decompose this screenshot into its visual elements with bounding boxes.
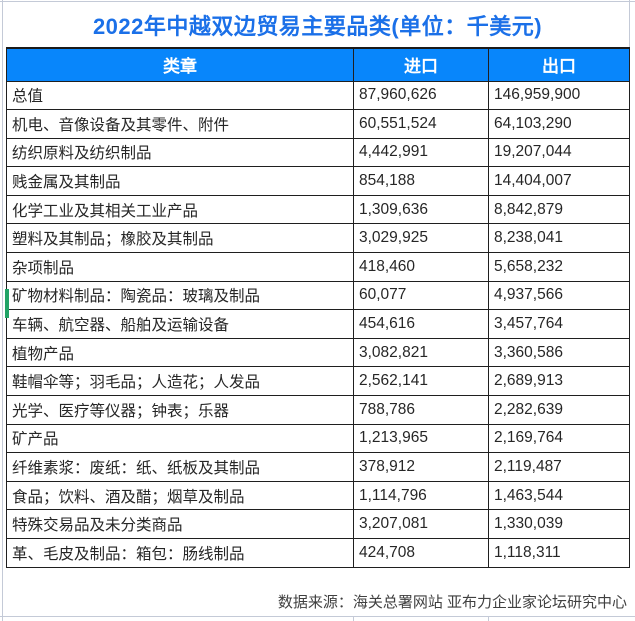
export-cell: 1,330,039 (488, 509, 630, 539)
category-cell: 特殊交易品及未分类商品 (6, 509, 354, 539)
export-cell: 146,959,900 (488, 80, 630, 111)
category-cell: 纺织原料及纺织制品 (6, 137, 354, 168)
import-cell: 854,188 (353, 166, 489, 196)
table-row: 食品；饮料、酒及醋；烟草及制品 1,114,796 1,463,544 (6, 480, 630, 511)
export-cell: 4,937,566 (488, 280, 630, 311)
table-row: 车辆、航空器、船舶及运输设备 454,616 3,457,764 (6, 309, 630, 339)
sheet-gridline (488, 616, 489, 621)
export-cell: 3,457,764 (488, 309, 630, 339)
export-cell: 8,238,041 (488, 223, 630, 254)
export-cell: 8,842,879 (488, 194, 630, 225)
table-row: 纤维素浆：废纸：纸、纸板及其制品 378,912 2,119,487 (6, 452, 630, 482)
table-row: 纺织原料及纺织制品 4,442,991 19,207,044 (6, 137, 630, 168)
page-title: 2022年中越双边贸易主要品类(单位：千美元) (92, 13, 543, 39)
import-cell: 60,551,524 (353, 109, 489, 139)
category-cell: 革、毛皮及制品：箱包：肠线制品 (6, 538, 354, 568)
export-cell: 2,282,639 (488, 395, 630, 425)
category-cell: 杂项制品 (6, 252, 354, 282)
export-cell: 1,118,311 (488, 538, 630, 568)
export-cell: 3,360,586 (488, 337, 630, 368)
category-cell: 贱金属及其制品 (6, 166, 354, 196)
import-cell: 3,207,081 (353, 509, 489, 539)
trade-table: 类章 进口 出口 总值 87,960,626 146,959,900 机电、音像设备… (6, 47, 630, 568)
table-row: 贱金属及其制品 854,188 14,404,007 (6, 166, 630, 196)
export-cell: 2,119,487 (488, 452, 630, 482)
import-cell: 418,460 (353, 252, 489, 282)
export-cell: 2,169,764 (488, 423, 630, 454)
category-cell: 总值 (6, 80, 354, 111)
table-row: 矿产品 1,213,965 2,169,764 (6, 423, 630, 454)
table-row: 特殊交易品及未分类商品 3,207,081 1,330,039 (6, 509, 630, 539)
category-cell: 植物产品 (6, 337, 354, 368)
table-row: 鞋帽伞等；羽毛品；人造花；人发品 2,562,141 2,689,913 (6, 366, 630, 397)
table-row: 塑料及其制品；橡胶及其制品 3,029,925 8,238,041 (6, 223, 630, 254)
category-cell: 纤维素浆：废纸：纸、纸板及其制品 (6, 452, 354, 482)
export-cell: 2,689,913 (488, 366, 630, 397)
table-header-row: 类章 进口 出口 (6, 47, 630, 82)
category-cell: 塑料及其制品；橡胶及其制品 (6, 223, 354, 254)
table-row: 化学工业及其相关工业产品 1,309,636 8,842,879 (6, 194, 630, 225)
sheet-gridline (353, 616, 354, 621)
header-category: 类章 (6, 47, 354, 82)
table-row: 杂项制品 418,460 5,658,232 (6, 252, 630, 282)
table-row: 革、毛皮及制品：箱包：肠线制品 424,708 1,118,311 (6, 538, 630, 568)
table-row: 植物产品 3,082,821 3,360,586 (6, 337, 630, 368)
import-cell: 4,442,991 (353, 137, 489, 168)
row-highlight-marker (5, 289, 9, 318)
export-cell: 64,103,290 (488, 109, 630, 139)
category-cell: 化学工业及其相关工业产品 (6, 194, 354, 225)
category-cell: 食品；饮料、酒及醋；烟草及制品 (6, 480, 354, 511)
import-cell: 1,213,965 (353, 423, 489, 454)
import-cell: 378,912 (353, 452, 489, 482)
import-cell: 1,309,636 (353, 194, 489, 225)
category-cell: 车辆、航空器、船舶及运输设备 (6, 309, 354, 339)
category-cell: 机电、音像设备及其零件、附件 (6, 109, 354, 139)
category-cell: 鞋帽伞等；羽毛品；人造花；人发品 (6, 366, 354, 397)
table-row: 机电、音像设备及其零件、附件 60,551,524 64,103,290 (6, 109, 630, 139)
sheet-gridline (0, 1, 635, 2)
export-cell: 5,658,232 (488, 252, 630, 282)
import-cell: 60,077 (353, 280, 489, 311)
import-cell: 87,960,626 (353, 80, 489, 111)
export-cell: 14,404,007 (488, 166, 630, 196)
table-row: 总值 87,960,626 146,959,900 (6, 80, 630, 111)
table-row: 光学、医疗等仪器；钟表；乐器 788,786 2,282,639 (6, 395, 630, 425)
category-cell: 矿物材料制品：陶瓷品：玻璃及制品 (6, 280, 354, 311)
data-source-note: 数据来源：海关总署网站 亚布力企业家论坛研究中心 (277, 594, 627, 611)
header-import: 进口 (353, 47, 489, 82)
table-row: 矿物材料制品：陶瓷品：玻璃及制品 60,077 4,937,566 (6, 280, 630, 311)
import-cell: 788,786 (353, 395, 489, 425)
import-cell: 424,708 (353, 538, 489, 568)
category-cell: 矿产品 (6, 423, 354, 454)
import-cell: 3,029,925 (353, 223, 489, 254)
import-cell: 1,114,796 (353, 480, 489, 511)
import-cell: 3,082,821 (353, 337, 489, 368)
category-cell: 光学、医疗等仪器；钟表；乐器 (6, 395, 354, 425)
header-export: 出口 (488, 47, 630, 82)
import-cell: 454,616 (353, 309, 489, 339)
export-cell: 1,463,544 (488, 480, 630, 511)
export-cell: 19,207,044 (488, 137, 630, 168)
import-cell: 2,562,141 (353, 366, 489, 397)
sheet-gridline (2, 0, 3, 621)
sheet-gridline (0, 616, 635, 617)
sheet-gridline (629, 0, 630, 47)
